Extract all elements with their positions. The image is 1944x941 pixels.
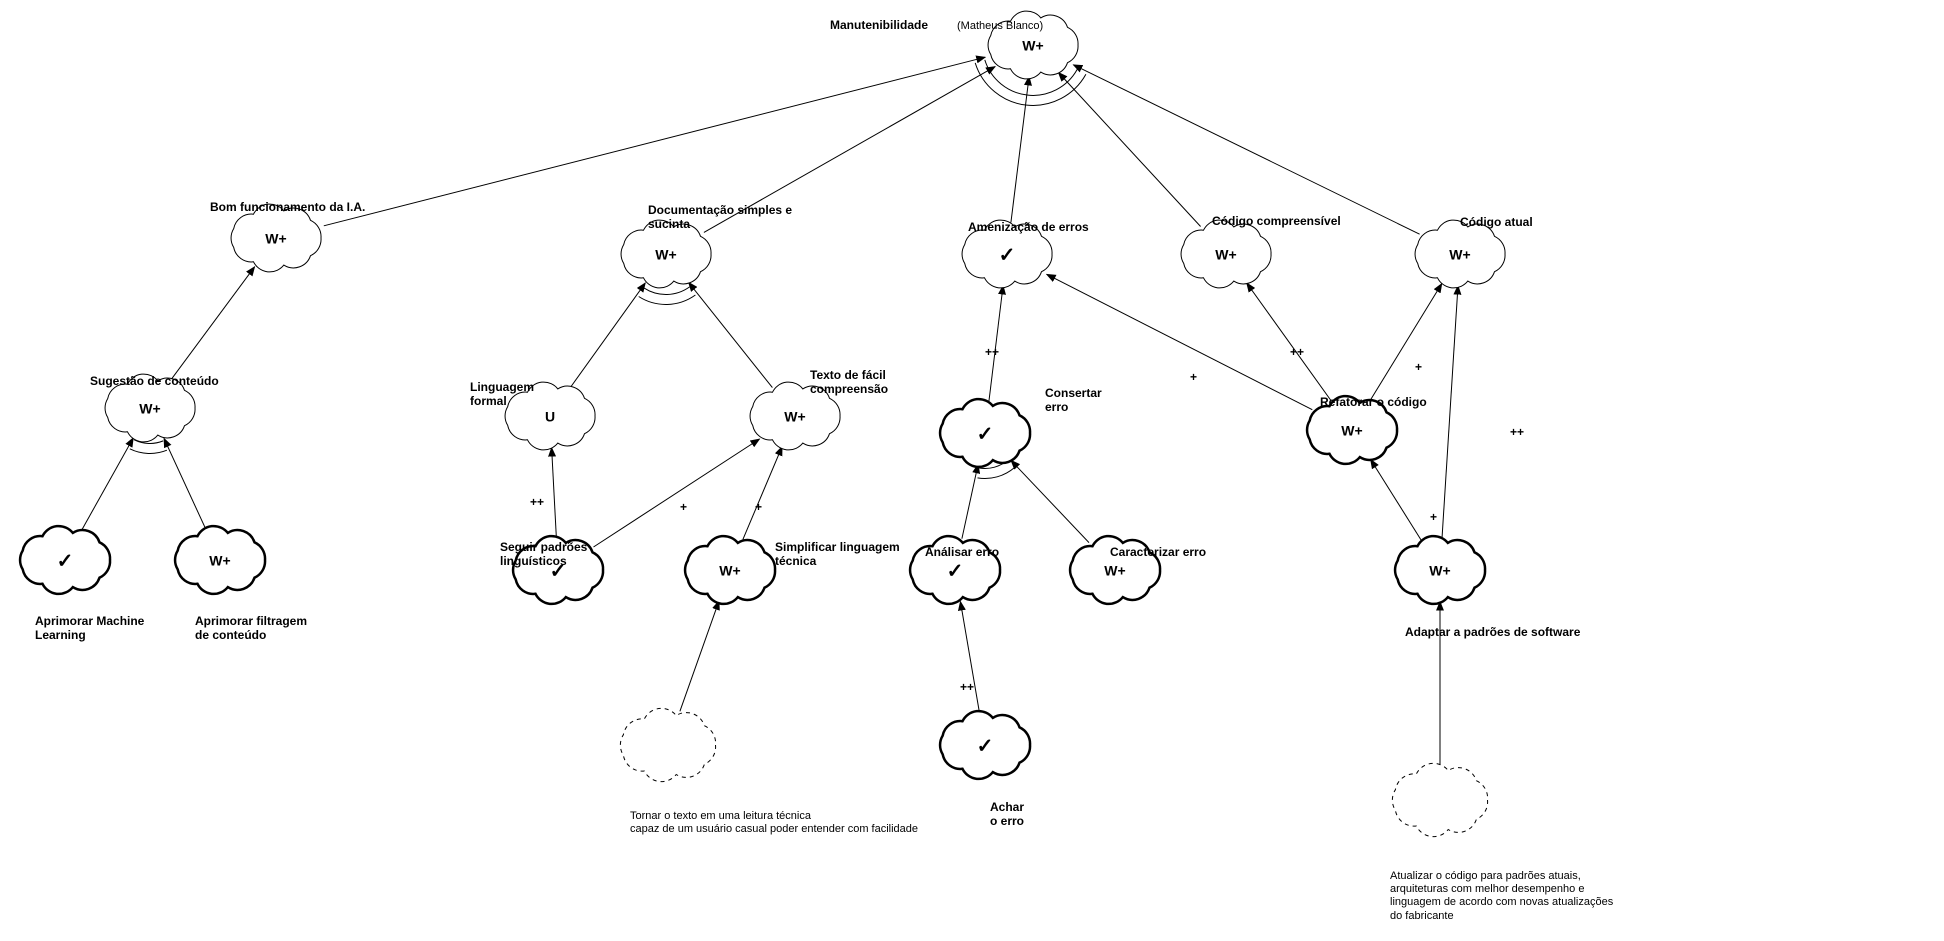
node-annot-bel1: Tornar o texto em uma leitura técnica ca…	[630, 810, 918, 836]
edge-bel1-simpl	[680, 601, 719, 711]
node-label-comp: Código compreensível	[1212, 214, 1341, 228]
node-label-afc: Aprimorar filtragem de conteúdo	[195, 614, 307, 643]
node-label-seguir: Seguir padrões linguísticos	[500, 540, 587, 569]
svg-layer: W+W+W+✓W+W+W+UW+✓W+✓W+✓W+✓W+W+✓	[0, 0, 1944, 941]
edge-refat-atual	[1370, 284, 1442, 401]
node-label-aml: Aprimorar Machine Learning	[35, 614, 144, 643]
edge-label-refat-atual: +	[1415, 360, 1422, 374]
cloud-node-bel2	[1392, 763, 1487, 836]
cloud-inner-text: ✓	[999, 244, 1016, 266]
edge-afc-sug	[164, 438, 206, 529]
node-label-cons: Consertar erro	[1045, 386, 1102, 415]
node-label-doc: Documentação simples e sucinta	[648, 203, 792, 232]
cloud-inner-text: W+	[655, 247, 676, 263]
edge-adapt-atual	[1442, 286, 1458, 539]
edge-txtfc-doc	[689, 282, 773, 387]
edge-label-adapt-refat: +	[1430, 510, 1437, 524]
nodes-layer: W+W+W+✓W+W+W+UW+✓W+✓W+✓W+✓W+W+✓	[20, 11, 1505, 837]
cloud-inner-text: ✓	[947, 560, 964, 582]
node-label-refat: Refatorar o código	[1320, 395, 1427, 409]
node-label-amen: Amenização de erros	[968, 220, 1089, 234]
goal-model-diagram: W+W+W+✓W+W+W+UW+✓W+✓W+✓W+✓W+W+✓ Manuteni…	[0, 0, 1944, 941]
edge-refat-comp	[1247, 283, 1332, 401]
edge-label-seguir-txtfc: +	[680, 500, 687, 514]
cloud-node-cons: ✓	[940, 399, 1030, 467]
node-label-root: Manutenibilidade	[830, 18, 928, 32]
cloud-inner-text: W+	[209, 553, 230, 569]
node-label-atual: Código atual	[1460, 215, 1533, 229]
cloud-node-bel1	[620, 708, 715, 781]
node-label-carac: Caracterizar erro	[1110, 545, 1206, 559]
cloud-inner-text: W+	[1215, 247, 1236, 263]
cloud-inner-text: W+	[1022, 38, 1043, 54]
and-arc-cons	[978, 468, 1015, 479]
edge-achar-analis	[960, 602, 979, 714]
edge-label-refat-comp: ++	[1290, 345, 1304, 359]
cloud-node-atual: W+	[1415, 220, 1505, 288]
node-label-achar: Achar o erro	[990, 800, 1024, 829]
edge-atual-root	[1073, 65, 1419, 234]
cloud-inner-text: ✓	[977, 735, 994, 757]
cloud-node-simpl: W+	[685, 536, 775, 604]
edge-label-refat-amen: +	[1190, 370, 1197, 384]
cloud-inner-text: U	[545, 409, 555, 425]
node-author-root: (Matheus Blanco)	[957, 20, 1043, 33]
edge-simpl-txtfc	[743, 447, 782, 540]
edge-aml-sug	[82, 438, 134, 530]
edge-lingf-doc	[571, 283, 646, 387]
cloud-inner-text: W+	[1341, 423, 1362, 439]
cloud-inner-text: W+	[784, 409, 805, 425]
edge-analis-cons	[962, 464, 978, 538]
cloud-inner-text: W+	[265, 231, 286, 247]
edge-seguir-txtfc	[594, 439, 760, 547]
cloud-inner-text: W+	[1429, 563, 1450, 579]
cloud-node-aml: ✓	[20, 526, 110, 594]
cloud-inner-text: W+	[139, 401, 160, 417]
edge-label-cons-amen: ++	[985, 345, 999, 359]
cloud-inner-text: ✓	[977, 423, 994, 445]
node-annot-bel2: Atualizar o código para padrões atuais, …	[1390, 870, 1613, 923]
cloud-node-achar: ✓	[940, 711, 1030, 779]
and-arc-doc	[639, 295, 696, 304]
edge-amen-root	[1011, 77, 1029, 223]
node-label-analis: Análisar erro	[925, 545, 999, 559]
cloud-node-adapt: W+	[1395, 536, 1485, 604]
cloud-node-afc: W+	[175, 526, 265, 594]
edge-label-seguir-lingf: ++	[530, 495, 544, 509]
node-label-lingf: Linguagem formal	[470, 380, 534, 409]
edge-label-adapt-atual: ++	[1510, 425, 1524, 439]
node-label-ia: Bom funcionamento da I.A.	[210, 200, 365, 214]
edge-comp-root	[1058, 73, 1200, 227]
edge-adapt-refat	[1371, 460, 1422, 541]
and-arc-doc	[644, 287, 690, 295]
cloud-inner-text: W+	[719, 563, 740, 579]
edge-sug-ia	[171, 267, 254, 379]
and-arc-sug	[130, 449, 167, 454]
edge-label-achar-analis: ++	[960, 680, 974, 694]
cloud-inner-text: W+	[1449, 247, 1470, 263]
cloud-inner-text: ✓	[57, 550, 74, 572]
node-label-adapt: Adaptar a padrões de software	[1405, 625, 1580, 639]
edge-ia-root	[324, 57, 985, 226]
edge-seguir-lingf	[552, 448, 557, 539]
edge-label-simpl-txtfc: +	[755, 500, 762, 514]
edge-cons-amen	[989, 286, 1003, 402]
cloud-node-comp: W+	[1181, 220, 1271, 288]
cloud-inner-text: W+	[1104, 563, 1125, 579]
node-label-simpl: Simplificar linguagem técnica	[775, 540, 900, 569]
node-label-txtfc: Texto de fácil compreensão	[810, 368, 888, 397]
edge-carac-cons	[1011, 460, 1089, 542]
node-label-sug: Sugestão de conteúdo	[90, 374, 219, 388]
